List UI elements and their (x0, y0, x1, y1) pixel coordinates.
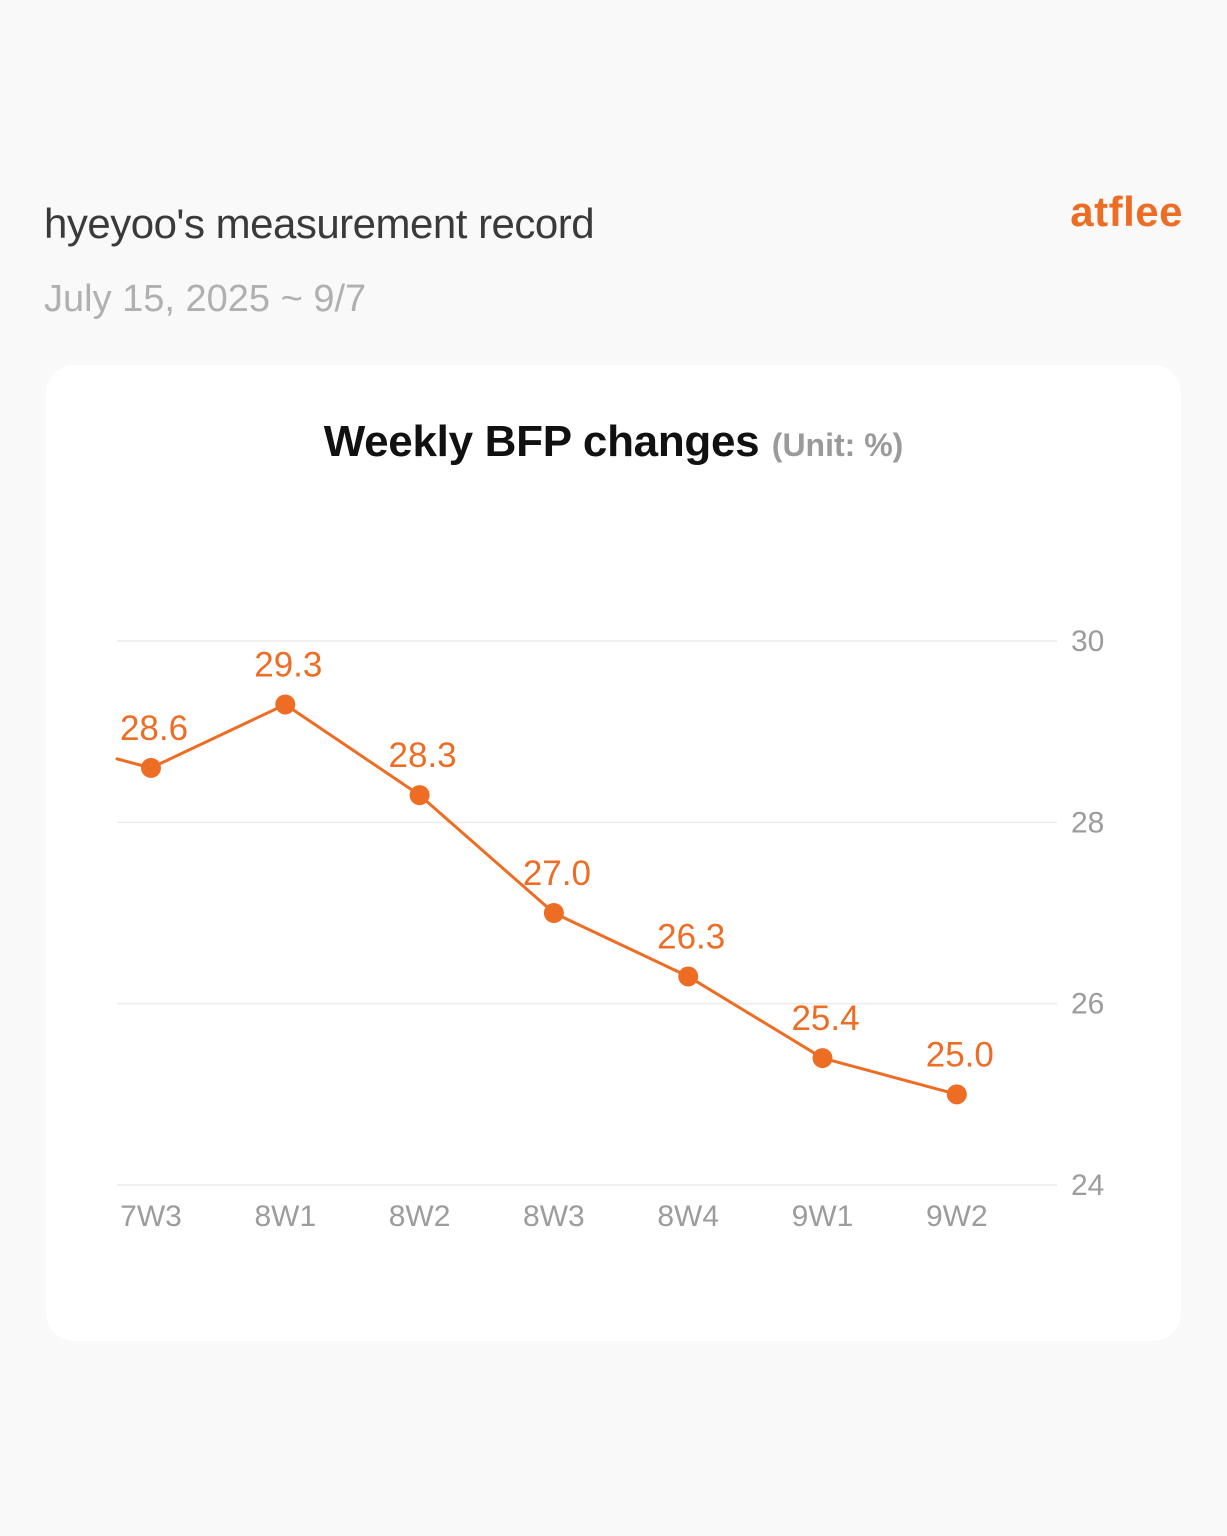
data-label: 28.3 (389, 736, 457, 775)
page-title: hyeyoo's measurement record (44, 200, 595, 247)
x-tick-label: 7W3 (120, 1200, 182, 1233)
data-label: 29.3 (254, 645, 322, 684)
data-point (812, 1048, 833, 1069)
data-point (946, 1084, 967, 1105)
data-label: 26.3 (657, 917, 725, 956)
x-tick-label: 8W4 (657, 1200, 719, 1233)
y-tick-label: 26 (1071, 988, 1104, 1021)
chart-card: Weekly BFP changes (Unit: %) 24 26 28 30 7W3… (46, 365, 1181, 1341)
x-tick-label: 9W1 (792, 1200, 854, 1233)
data-label: 25.4 (791, 999, 859, 1038)
y-tick-label: 24 (1071, 1169, 1104, 1202)
x-tick-label: 8W2 (389, 1200, 451, 1233)
data-label: 25.0 (926, 1035, 994, 1074)
chart-title: Weekly BFP changes (Unit: %) (46, 417, 1181, 467)
data-point (678, 966, 699, 987)
y-tick-label: 28 (1071, 806, 1104, 839)
data-point (543, 903, 564, 923)
bfp-line-chart: 24 26 28 30 7W3 8W1 8W2 8W3 8W4 9W1 9W2 28.6 29.3 28.… (115, 625, 1104, 1233)
x-tick-label: 8W1 (254, 1200, 316, 1233)
data-point (141, 757, 161, 778)
brand-logo: atflee (1070, 188, 1183, 235)
chart-unit-label: (Unit: %) (771, 427, 904, 463)
x-tick-label: 9W2 (926, 1200, 988, 1233)
data-label: 28.6 (120, 709, 188, 748)
data-point (275, 694, 296, 715)
date-range: July 15, 2025 ~ 9/7 (44, 278, 367, 320)
data-label: 27.0 (523, 854, 591, 893)
y-tick-label: 30 (1071, 625, 1104, 658)
chart-title-text: Weekly BFP changes (323, 417, 760, 466)
x-tick-label: 8W3 (523, 1200, 585, 1233)
data-point (409, 785, 430, 806)
